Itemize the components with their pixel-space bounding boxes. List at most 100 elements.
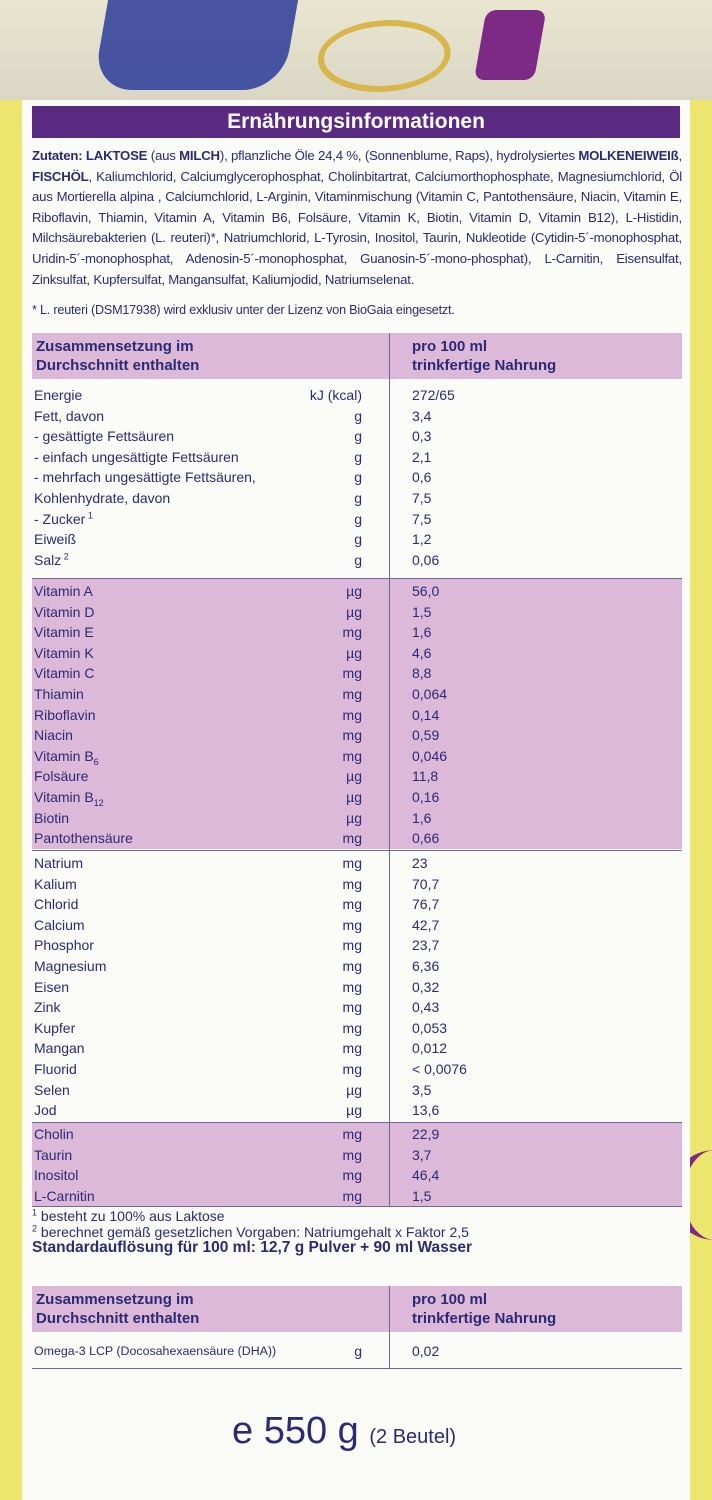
allergen-fisch: FISCHÖL <box>32 168 89 184</box>
nutrient-value: 2,1 <box>412 448 432 465</box>
table-row: Folsäure µg 11,8 <box>32 766 682 787</box>
nutrient-name: - mehrfach ungesättigte Fettsäuren, <box>34 469 256 486</box>
nutrient-unit: kJ (kcal) <box>309 387 362 403</box>
table2-bottom-line <box>32 1368 682 1369</box>
nutrient-value: 0,32 <box>412 978 440 995</box>
table-row: Vitamin D µg 1,5 <box>32 602 682 623</box>
nutrition-banner-title: Ernährungsinformationen <box>32 106 680 138</box>
nutrient-unit: µg <box>346 603 362 620</box>
nutrient-name: Kupfer <box>34 1019 76 1036</box>
nutrient-unit: mg <box>342 1019 362 1036</box>
table2-header-left-line1: Zusammensetzung im <box>36 1291 194 1308</box>
nutrient-name: Mangan <box>34 1040 85 1057</box>
nutrient-name: Taurin <box>34 1146 73 1163</box>
nutrient-value: 22,9 <box>412 1126 440 1142</box>
nutrition-panel: Ernährungsinformationen Zutaten: LAKTOSE… <box>22 100 690 1500</box>
table-row: Vitamin K µg 4,6 <box>32 643 682 664</box>
table-row: Riboflavin mg 0,14 <box>32 705 682 726</box>
ingredients-aus: (aus <box>150 148 176 163</box>
nutrient-name: Chlorid <box>34 896 79 913</box>
nutrient-name: Calcium <box>34 916 85 933</box>
nutrient-name: Riboflavin <box>34 706 96 723</box>
nutrient-value: 4,6 <box>412 644 432 661</box>
note-1-mark: 1 <box>32 1207 38 1218</box>
nutrient-unit: µg <box>346 644 362 661</box>
table-row: Phosphor mg 23,7 <box>32 935 682 956</box>
nutrient-unit: mg <box>342 624 362 641</box>
pack-count: (2 Beutel) <box>369 1426 457 1448</box>
standard-dilution: Standardauflösung für 100 ml: 12,7 g Pul… <box>32 1239 473 1256</box>
nutrient-value: 1,2 <box>412 531 432 548</box>
nutrient-value: 23,7 <box>412 937 440 954</box>
nutrient-unit: mg <box>342 916 362 933</box>
table-row: Vitamin E mg 1,6 <box>32 622 682 643</box>
table-row: Vitamin B6 mg 0,046 <box>32 746 682 767</box>
table-notes: 1 besteht zu 100% aus Laktose 2 berechne… <box>32 1208 682 1256</box>
nutrient-value: 70,7 <box>412 875 440 892</box>
dha-value: 0,02 <box>412 1343 440 1359</box>
nutrient-name: Folsäure <box>34 768 89 785</box>
table-row: Vitamin B12 µg 0,16 <box>32 787 682 808</box>
nutrient-name: Fluorid <box>34 1060 77 1077</box>
table-row: Inositol mg 46,4 <box>32 1165 682 1186</box>
nutrient-name: Vitamin B6 <box>34 747 99 767</box>
divider <box>32 1122 682 1123</box>
nutrient-unit: mg <box>342 1146 362 1163</box>
nutrient-unit: µg <box>346 809 362 826</box>
other-section: Cholin mg 22,9 Taurin mg 3,7 Inositol mg 46,4 L-C… <box>32 1124 682 1206</box>
note-1: 1 besteht zu 100% aus Laktose <box>32 1208 682 1224</box>
package-left-edge <box>0 100 22 1500</box>
table-row: Natrium mg 23 <box>32 853 682 874</box>
nutrient-value: 7,5 <box>412 489 432 506</box>
nutrient-unit: mg <box>342 855 362 871</box>
nutrient-unit: µg <box>346 1081 362 1098</box>
nutrient-unit: g <box>354 448 362 465</box>
table2-header-right-line1: pro 100 ml <box>412 1291 488 1308</box>
nutrient-value: 76,7 <box>412 896 440 913</box>
ingredients-text: Zutaten: LAKTOSE (aus MILCH), pflanzlich… <box>32 148 682 287</box>
nutrient-name: Niacin <box>34 727 73 744</box>
header-right-line1: pro 100 ml <box>412 338 488 355</box>
table-row: Eiweiß g 1,2 <box>32 529 682 550</box>
nutrient-value: 0,43 <box>412 999 440 1016</box>
nutrient-unit: mg <box>342 685 362 702</box>
nutrient-name: Vitamin A <box>34 583 93 599</box>
net-weight: e 550 g (2 Beutel) <box>232 1410 456 1453</box>
nutrient-value: 272/65 <box>412 387 455 403</box>
nutrient-value: 0,3 <box>412 428 432 445</box>
table-row: Thiamin mg 0,064 <box>32 684 682 705</box>
table-row: Energie kJ (kcal) 272/65 <box>32 385 682 406</box>
nutrient-unit: mg <box>342 665 362 682</box>
divider <box>32 578 682 579</box>
nutrient-name: Fett, davon <box>34 407 105 424</box>
table-row: Taurin mg 3,7 <box>32 1145 682 1166</box>
header-left-line1: Zusammensetzung im <box>36 338 194 355</box>
table-row: Niacin mg 0,59 <box>32 725 682 746</box>
header-left: Zusammensetzung im Durchschnitt enthalte… <box>36 337 199 375</box>
allergen-laktose: LAKTOSE <box>85 148 148 163</box>
table-row: Magnesium mg 6,36 <box>32 956 682 977</box>
nutrient-unit: mg <box>342 747 362 764</box>
nutrient-value: 1,6 <box>412 809 432 826</box>
nutrient-value: 0,59 <box>412 727 440 744</box>
column-divider <box>389 333 390 1206</box>
nutrient-name: Vitamin B12 <box>34 788 104 808</box>
weight-amount: 550 g <box>263 1410 359 1452</box>
table-row: Vitamin C mg 8,8 <box>32 663 682 684</box>
table-row: Fluorid mg < 0,0076 <box>32 1059 682 1080</box>
table2-column-divider <box>389 1286 390 1368</box>
table-row: Eisen mg 0,32 <box>32 977 682 998</box>
note-2-text: berechnet gemäß gesetzlichen Vorgaben: N… <box>40 1224 469 1240</box>
nutrient-unit: mg <box>342 999 362 1016</box>
nutrient-name: L-Carnitin <box>34 1187 95 1204</box>
note-1-text: besteht zu 100% aus Laktose <box>40 1208 225 1224</box>
table-row: Fett, davon g 3,4 <box>32 406 682 427</box>
nutrient-unit: mg <box>342 1126 362 1142</box>
nutrient-name: Salz 2 <box>34 551 69 568</box>
ingredients-text-2: , Kaliumchlorid, Calciumglycerophosphat,… <box>32 168 682 287</box>
table-row: Kohlenhydrate, davon g 7,5 <box>32 488 682 509</box>
nutrient-unit: mg <box>342 957 362 974</box>
nutrient-name: Pantothensäure <box>34 830 133 847</box>
table-row: Pantothensäure mg 0,66 <box>32 828 682 849</box>
logo-gold-ring <box>311 20 457 92</box>
